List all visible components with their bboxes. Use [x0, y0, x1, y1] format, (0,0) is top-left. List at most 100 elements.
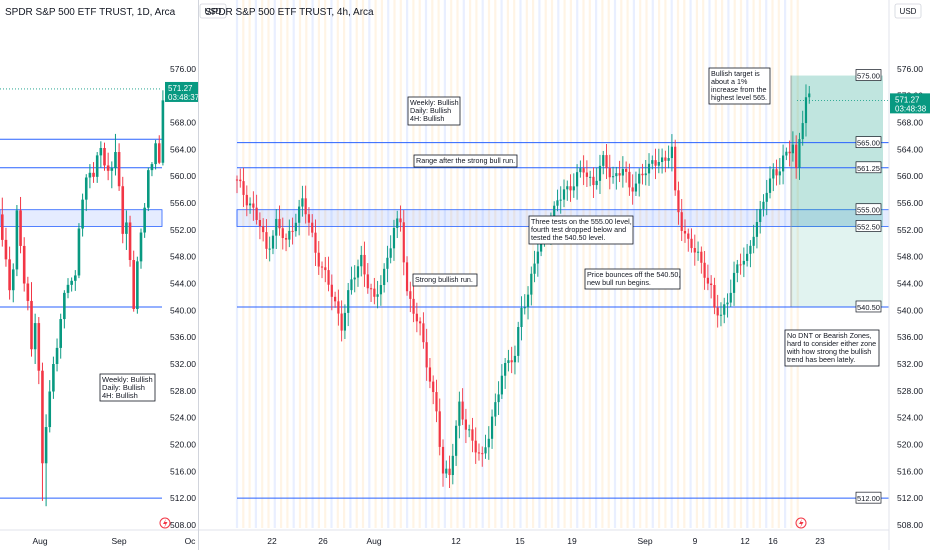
- annotation-box: [584, 268, 681, 290]
- chart-title: SPDR S&P 500 ETF TRUST, 1D, Arca: [5, 7, 176, 18]
- candle-body: [389, 248, 392, 258]
- candle-body: [63, 292, 66, 320]
- candle-body: [755, 222, 759, 237]
- annotation-line: No DNT or Bearish Zones,: [787, 331, 872, 340]
- candle-body: [710, 283, 713, 286]
- level-label-box: [855, 69, 882, 81]
- currency-button[interactable]: USD: [894, 3, 922, 19]
- four-hour-chart[interactable]: 575.00 565.00 561.25 555.00 552.50 540.50 512.…: [199, 0, 932, 550]
- four-hour-chart-pane[interactable]: 575.00 565.00 561.25 555.00 552.50 540.50 512.…: [199, 0, 932, 550]
- candle-body: [781, 155, 785, 172]
- candle-body: [376, 294, 379, 297]
- annotation-line: Range after the strong bull run.: [416, 156, 515, 165]
- candle-body: [92, 172, 95, 177]
- candle-body: [128, 222, 132, 261]
- price-tick-label: 548.00: [897, 252, 923, 262]
- candle-body: [693, 248, 696, 253]
- price-tick-label: 520.00: [170, 440, 196, 450]
- candle-body: [602, 155, 605, 166]
- price-tick-label: 536.00: [170, 332, 196, 342]
- candle-body: [66, 284, 70, 293]
- candle-body: [396, 218, 399, 228]
- candle-body: [278, 218, 281, 229]
- annotation-line: Daily: Bullish: [410, 106, 451, 115]
- candle-body: [808, 93, 811, 98]
- candle-body: [41, 370, 44, 464]
- price-tick-label: 528.00: [170, 386, 196, 396]
- candle-body: [317, 252, 320, 267]
- time-tick-label: 26: [318, 536, 328, 546]
- lightning-icon[interactable]: [795, 517, 807, 529]
- lightning-icon[interactable]: [159, 517, 171, 529]
- note-line: Weekly: Bullish: [102, 375, 153, 384]
- candle-body: [356, 266, 360, 278]
- price-tick-label: 512.00: [897, 493, 923, 503]
- candle-body: [474, 440, 477, 453]
- price-tick-label: 536.00: [897, 332, 923, 342]
- candle-body: [481, 453, 484, 455]
- candle-body: [77, 228, 81, 276]
- candle-body: [298, 206, 301, 223]
- candle-body: [360, 254, 363, 267]
- candle-body: [598, 165, 602, 181]
- level-label-box: [855, 300, 882, 313]
- time-tick-label: Sep: [111, 536, 126, 546]
- level-lines: [0, 88, 162, 499]
- candle-body: [52, 364, 55, 392]
- candle-body: [415, 313, 418, 322]
- candle-body: [804, 97, 808, 124]
- annotation-line: increase from the: [711, 85, 767, 94]
- candle-body: [157, 143, 161, 163]
- annotation-line: Price bounces off the 540.50,: [587, 270, 680, 279]
- price-tick-label: 532.00: [897, 359, 923, 369]
- currency-button-label: USD: [900, 7, 917, 16]
- time-tick-label: Sep: [637, 536, 652, 546]
- candle-body: [125, 222, 128, 234]
- candle-body: [59, 319, 62, 348]
- annotation-line: Three tests on the 555.00 level,: [531, 217, 632, 226]
- candle-body: [494, 402, 497, 417]
- price-tick-label: 524.00: [170, 413, 196, 423]
- candle-body: [255, 207, 258, 220]
- candle-body: [373, 288, 376, 297]
- candle-body: [334, 296, 337, 302]
- candle-body: [504, 362, 507, 376]
- candle-body: [425, 342, 428, 368]
- candle-body: [15, 210, 19, 270]
- candle-body: [239, 179, 242, 182]
- time-tick-label: 19: [567, 536, 577, 546]
- candle-body: [497, 394, 500, 403]
- candle-body: [291, 230, 294, 232]
- price-tick-label: 552.00: [170, 225, 196, 235]
- candle-body: [235, 179, 239, 181]
- candle-body: [438, 411, 441, 447]
- level-label: 575.00: [855, 69, 882, 81]
- candle-body: [471, 429, 474, 441]
- candle-body: [74, 275, 77, 281]
- price-tick-label: 548.00: [170, 252, 196, 262]
- price-tick-label: 544.00: [897, 279, 923, 289]
- candle-body: [363, 254, 366, 275]
- daily-chart-pane[interactable]: 576.00572.00568.00564.00560.00556.00552.…: [0, 0, 199, 550]
- level-label: 540.50: [855, 300, 882, 313]
- price-tick-label: 576.00: [897, 64, 923, 74]
- candle-body: [245, 194, 248, 206]
- candle-body: [383, 268, 386, 286]
- price-tick-label: 576.00: [170, 64, 196, 74]
- candle-body: [801, 123, 804, 140]
- candle-body: [566, 186, 569, 190]
- candle-body: [772, 169, 775, 179]
- candle-body: [0, 214, 4, 240]
- daily-chart[interactable]: 576.00572.00568.00564.00560.00556.00552.…: [0, 0, 198, 550]
- candle-body: [487, 438, 490, 448]
- annotation-line: tested the 540.50 level.: [531, 233, 605, 242]
- price-tick-label: 568.00: [897, 118, 923, 128]
- annotation-box: [784, 329, 880, 367]
- currency-button-left[interactable]: USD: [199, 3, 227, 19]
- price-tick-label: 524.00: [897, 413, 923, 423]
- candle-series: [235, 84, 811, 488]
- candle-body: [582, 168, 585, 173]
- candle-body: [729, 292, 732, 303]
